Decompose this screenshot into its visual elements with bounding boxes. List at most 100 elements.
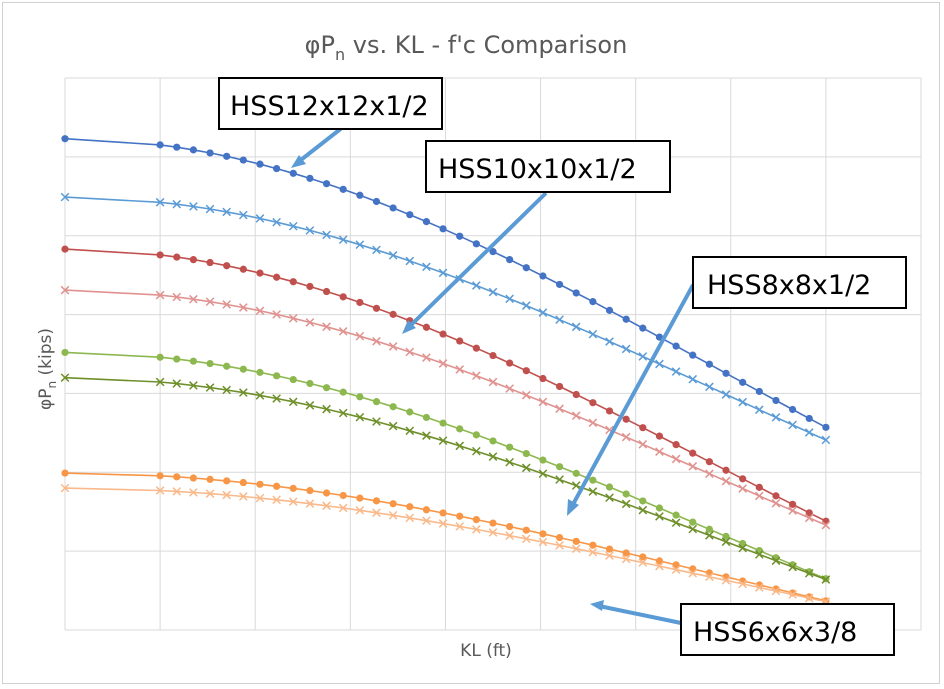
data-point bbox=[622, 549, 630, 557]
data-point bbox=[338, 503, 348, 513]
data-point bbox=[355, 505, 365, 515]
data-point bbox=[172, 199, 182, 209]
data-point bbox=[506, 359, 514, 367]
data-point bbox=[588, 547, 598, 557]
data-point bbox=[754, 405, 764, 415]
data-point bbox=[305, 318, 315, 327]
data-point bbox=[789, 405, 797, 414]
data-point bbox=[555, 315, 564, 325]
data-point bbox=[771, 413, 781, 422]
data-point bbox=[472, 281, 481, 290]
data-point bbox=[372, 197, 381, 206]
data-point bbox=[305, 499, 315, 508]
data-point bbox=[721, 576, 731, 585]
data-point bbox=[521, 390, 531, 400]
data-point bbox=[672, 561, 680, 569]
data-point bbox=[156, 251, 164, 259]
data-point bbox=[322, 322, 331, 332]
data-point bbox=[189, 146, 197, 154]
data-point bbox=[589, 298, 597, 306]
callout-hss6: HSS6x6x3/8 bbox=[693, 617, 857, 648]
data-point bbox=[655, 561, 664, 571]
data-point bbox=[322, 230, 331, 240]
data-point bbox=[722, 369, 730, 377]
data-point bbox=[671, 454, 681, 464]
data-point bbox=[155, 197, 165, 207]
data-point bbox=[222, 490, 232, 500]
data-point bbox=[771, 586, 781, 596]
data-point bbox=[405, 513, 415, 523]
data-point bbox=[439, 225, 447, 233]
data-point bbox=[256, 368, 264, 376]
title-main: φP bbox=[305, 31, 335, 59]
data-point bbox=[671, 565, 681, 574]
data-point bbox=[189, 294, 198, 304]
data-point bbox=[322, 404, 331, 414]
data-point bbox=[223, 477, 231, 485]
data-point bbox=[789, 500, 797, 508]
data-point bbox=[472, 240, 480, 248]
data-point bbox=[605, 306, 614, 314]
data-point bbox=[438, 359, 448, 368]
data-point bbox=[422, 353, 431, 362]
data-point bbox=[239, 388, 248, 397]
data-point bbox=[738, 543, 747, 553]
data-point bbox=[638, 558, 648, 567]
data-point bbox=[339, 491, 347, 500]
data-point bbox=[705, 525, 713, 533]
data-point bbox=[155, 290, 165, 300]
data-point bbox=[571, 544, 581, 554]
data-point bbox=[306, 379, 314, 388]
data-point bbox=[539, 374, 547, 383]
data-point bbox=[621, 432, 631, 442]
data-point bbox=[322, 180, 331, 188]
data-point bbox=[772, 396, 780, 405]
data-point bbox=[206, 475, 214, 483]
data-point bbox=[488, 528, 498, 537]
data-point bbox=[555, 382, 564, 391]
data-point bbox=[372, 398, 381, 406]
data-point bbox=[155, 486, 165, 495]
chart-title: φPn vs. KL - f'c Comparison bbox=[305, 31, 628, 64]
callout-box-hss8 bbox=[692, 256, 907, 309]
data-point bbox=[322, 384, 331, 392]
data-point bbox=[223, 362, 231, 370]
data-point bbox=[538, 537, 548, 547]
data-point bbox=[288, 397, 298, 407]
data-point bbox=[638, 505, 648, 515]
data-point bbox=[705, 572, 714, 582]
data-point bbox=[173, 355, 181, 363]
data-point bbox=[705, 360, 713, 368]
data-point bbox=[639, 424, 647, 432]
callout-hss10: HSS10x10x1/2 bbox=[438, 154, 637, 185]
data-point bbox=[339, 388, 347, 396]
data-point bbox=[206, 149, 214, 157]
data-point bbox=[322, 501, 331, 511]
data-point bbox=[406, 211, 414, 219]
data-point bbox=[60, 192, 70, 202]
data-point bbox=[239, 478, 247, 487]
data-point bbox=[605, 545, 614, 553]
data-point bbox=[555, 475, 564, 484]
data-point bbox=[821, 575, 831, 584]
data-point bbox=[322, 489, 331, 497]
data-point bbox=[356, 393, 364, 401]
data-point bbox=[655, 432, 664, 440]
data-point bbox=[672, 511, 680, 519]
data-point bbox=[671, 518, 681, 528]
chart: φPn vs. KL - f'c Comparison KL (ft) φPn … bbox=[36, 31, 922, 661]
data-point bbox=[804, 428, 814, 437]
data-point bbox=[239, 303, 248, 312]
data-point bbox=[422, 218, 431, 226]
data-point bbox=[738, 579, 747, 589]
series-2 bbox=[61, 245, 830, 525]
data-point bbox=[289, 375, 297, 384]
data-point bbox=[671, 367, 681, 376]
data-point bbox=[456, 232, 464, 240]
data-point bbox=[722, 466, 730, 474]
data-point bbox=[821, 435, 831, 445]
arrow-hss6 bbox=[598, 604, 682, 625]
data-point bbox=[422, 323, 431, 331]
data-point bbox=[622, 490, 630, 498]
data-point bbox=[288, 221, 298, 231]
